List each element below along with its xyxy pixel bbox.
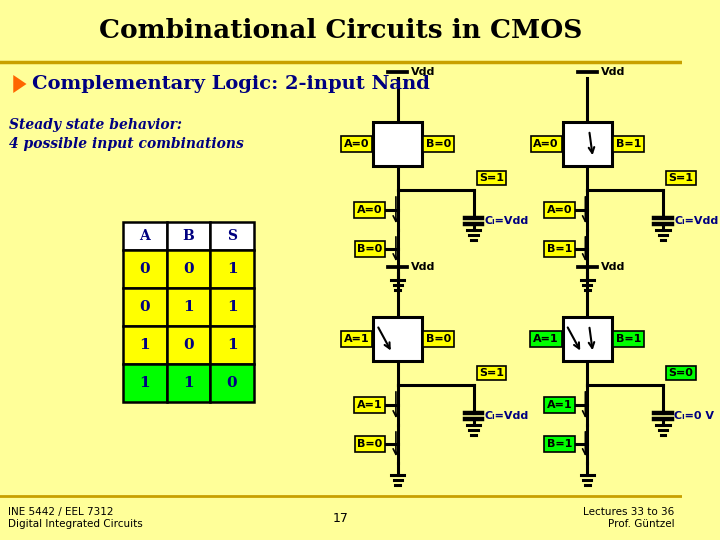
Text: Cₗ=Vdd: Cₗ=Vdd	[485, 411, 529, 421]
Text: 0: 0	[227, 376, 238, 390]
Text: A=1: A=1	[343, 334, 369, 344]
Text: S=1: S=1	[480, 368, 504, 378]
Bar	[167, 250, 210, 288]
Text: A=1: A=1	[546, 400, 572, 410]
Text: A=0: A=0	[344, 139, 369, 149]
Bar	[167, 364, 210, 402]
Bar	[210, 364, 254, 402]
Text: Vdd: Vdd	[411, 262, 436, 272]
Text: S=0: S=0	[669, 368, 693, 378]
Bar	[123, 326, 167, 364]
Text: 1: 1	[227, 338, 238, 352]
Text: Vdd: Vdd	[600, 67, 625, 77]
Text: Complementary Logic: 2-input Nand: Complementary Logic: 2-input Nand	[32, 75, 430, 93]
Text: S: S	[227, 229, 237, 243]
Text: A=0: A=0	[546, 205, 572, 215]
Text: A=1: A=1	[357, 400, 382, 410]
Text: 0: 0	[183, 338, 194, 352]
Bar	[210, 222, 254, 250]
Text: B=1: B=1	[546, 439, 572, 449]
Bar	[167, 222, 210, 250]
Text: Combinational Circuits in CMOS: Combinational Circuits in CMOS	[99, 17, 582, 43]
Bar	[210, 288, 254, 326]
Text: 4 possible input combinations: 4 possible input combinations	[9, 137, 244, 151]
Text: 1: 1	[183, 300, 194, 314]
Text: Cₗ=Vdd: Cₗ=Vdd	[675, 216, 719, 226]
Text: S=1: S=1	[669, 173, 693, 183]
Bar	[373, 122, 423, 166]
Text: 1: 1	[140, 376, 150, 390]
Text: Vdd: Vdd	[411, 67, 436, 77]
Text: B=1: B=1	[616, 139, 641, 149]
Text: INE 5442 / EEL 7312
Digital Integrated Circuits: INE 5442 / EEL 7312 Digital Integrated C…	[8, 507, 143, 529]
Bar	[123, 288, 167, 326]
Text: 17: 17	[333, 511, 349, 524]
Text: B: B	[183, 229, 194, 243]
Text: 0: 0	[140, 300, 150, 314]
Bar	[210, 326, 254, 364]
Bar	[123, 364, 167, 402]
Text: B=0: B=0	[357, 439, 382, 449]
Text: Cₗ=Vdd: Cₗ=Vdd	[485, 216, 529, 226]
Polygon shape	[13, 75, 27, 93]
Text: B=0: B=0	[426, 139, 451, 149]
Text: A=0: A=0	[534, 139, 559, 149]
Text: B=1: B=1	[616, 334, 641, 344]
Bar	[373, 317, 423, 361]
Bar	[167, 326, 210, 364]
Text: 0: 0	[140, 262, 150, 276]
Bar	[210, 250, 254, 288]
Bar	[123, 250, 167, 288]
Text: B=0: B=0	[426, 334, 451, 344]
Text: 1: 1	[227, 262, 238, 276]
Text: A=1: A=1	[534, 334, 559, 344]
Text: Steady state behavior:: Steady state behavior:	[9, 118, 182, 132]
Text: A=0: A=0	[357, 205, 382, 215]
Text: A: A	[140, 229, 150, 243]
Bar	[167, 288, 210, 326]
Bar	[123, 222, 167, 250]
Text: Vdd: Vdd	[600, 262, 625, 272]
Text: 1: 1	[227, 300, 238, 314]
Text: S=1: S=1	[480, 173, 504, 183]
Bar	[562, 317, 612, 361]
Text: Cₗ=0 V: Cₗ=0 V	[675, 411, 714, 421]
Text: 0: 0	[183, 262, 194, 276]
Text: B=1: B=1	[546, 244, 572, 254]
Bar	[562, 122, 612, 166]
Text: Lectures 33 to 36
Prof. Güntzel: Lectures 33 to 36 Prof. Güntzel	[583, 507, 675, 529]
Text: 1: 1	[140, 338, 150, 352]
Text: B=0: B=0	[357, 244, 382, 254]
Text: 1: 1	[183, 376, 194, 390]
